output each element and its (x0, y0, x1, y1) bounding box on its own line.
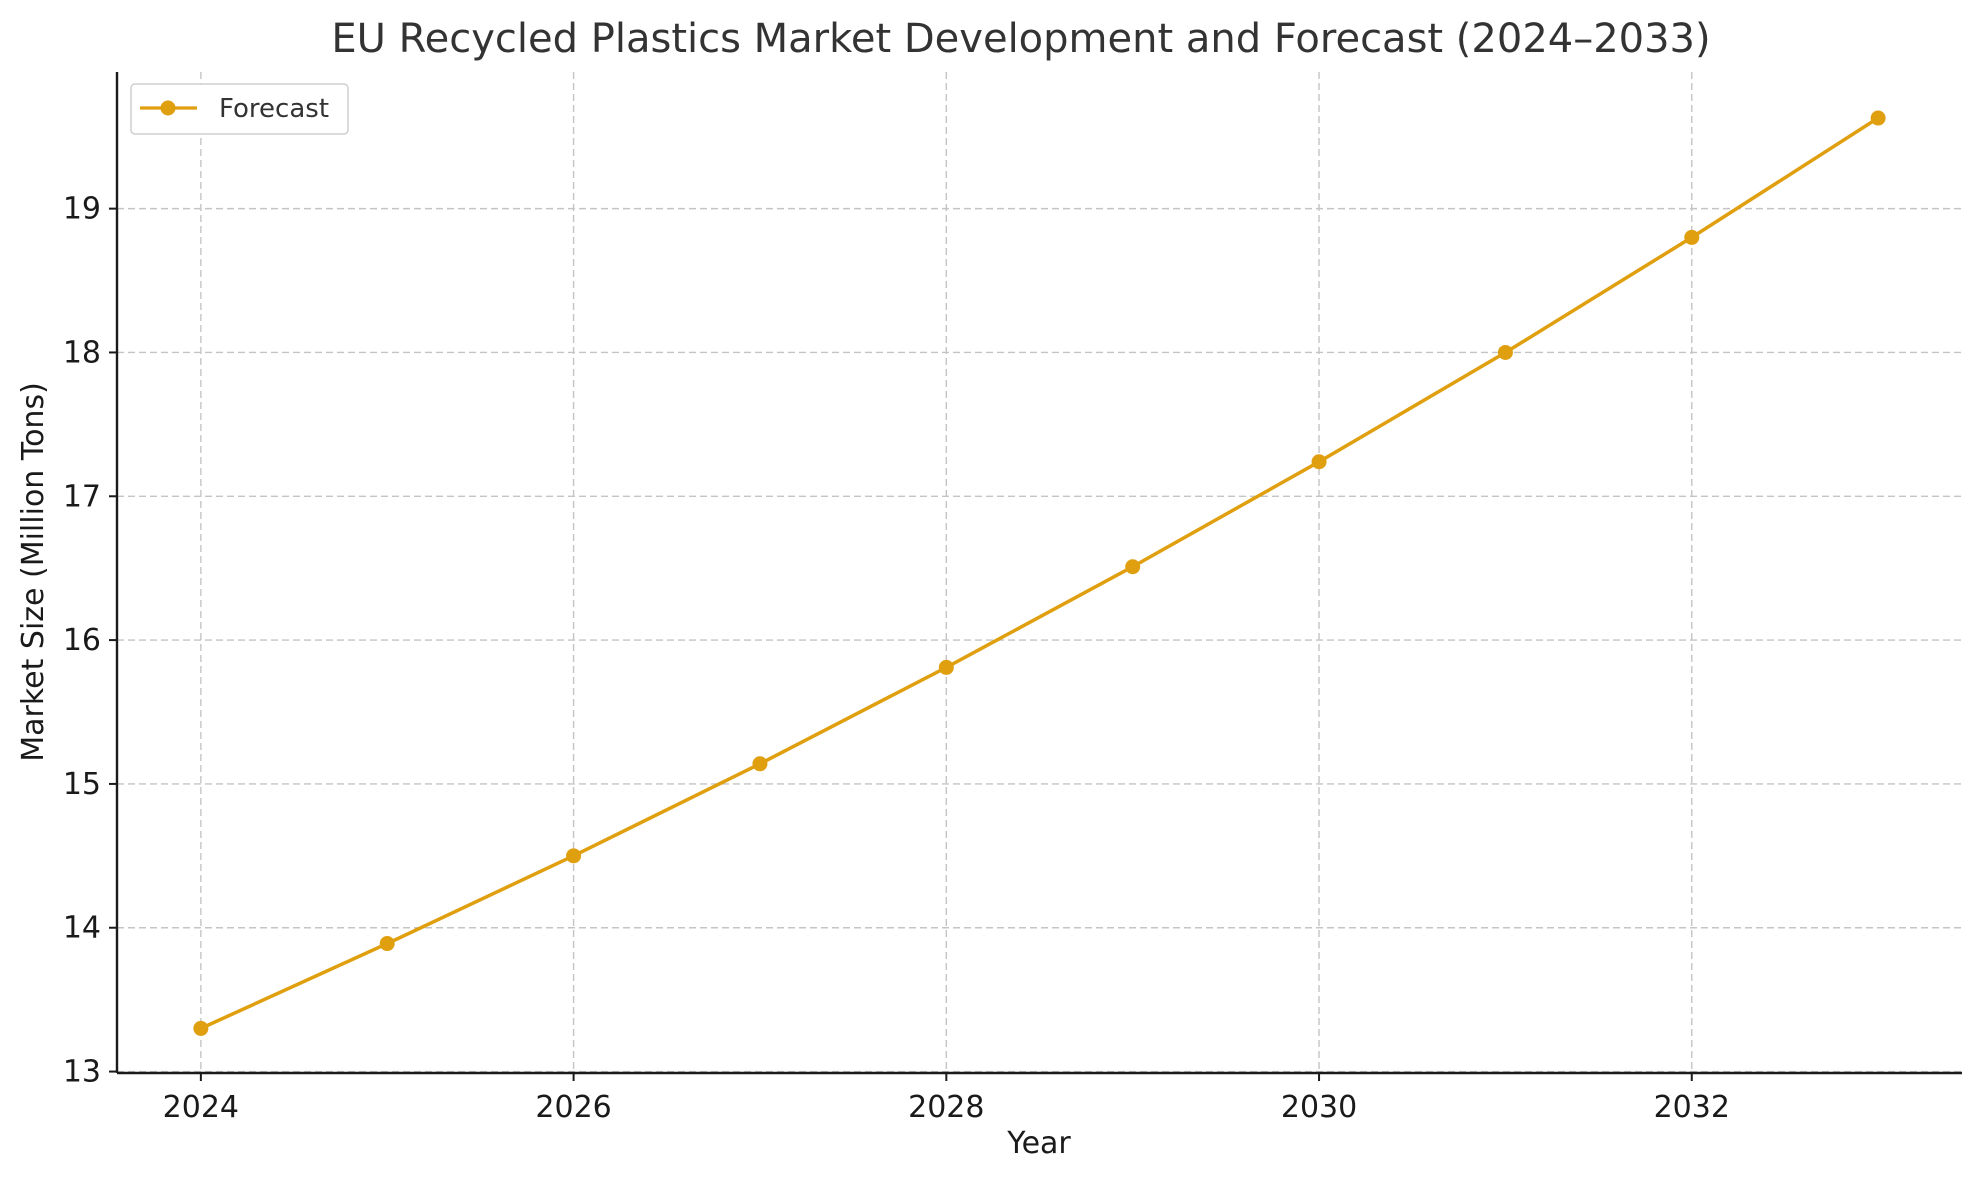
y-tick-label: 17 (63, 479, 101, 514)
data-point (938, 659, 954, 675)
data-point (1125, 559, 1141, 575)
data-point (1497, 344, 1513, 360)
data-point (752, 756, 768, 772)
x-tick-label: 2026 (535, 1090, 611, 1125)
y-tick-label: 15 (63, 767, 101, 802)
data-point (566, 848, 582, 864)
y-tick-label: 18 (63, 335, 101, 370)
x-tick-label: 2032 (1654, 1090, 1730, 1125)
y-tick-label: 16 (63, 623, 101, 658)
data-point (1311, 454, 1327, 470)
y-axis-label: Market Size (Million Tons) (16, 382, 51, 762)
y-tick-label: 14 (63, 911, 101, 946)
legend: Forecast (130, 83, 349, 135)
legend-entry-forecast: Forecast (219, 94, 329, 124)
y-tick-label: 19 (63, 192, 101, 227)
grid-lines (117, 72, 1962, 1073)
axes (115, 72, 1962, 1075)
x-tick-label: 2028 (908, 1090, 984, 1125)
chart-title: EU Recycled Plastics Market Development … (331, 16, 1710, 62)
data-point (1684, 229, 1700, 245)
x-tick-label: 2024 (163, 1090, 239, 1125)
x-axis-label: Year (1006, 1126, 1071, 1161)
x-tick-label: 2030 (1281, 1090, 1357, 1125)
data-point (1870, 110, 1886, 126)
data-point (379, 936, 395, 952)
tick-labels: 2024 2026 2028 2030 2032 13 14 15 16 17 18 19 (63, 192, 1730, 1125)
legend-box (130, 83, 349, 135)
legend-marker-swatch (160, 100, 176, 116)
series-layer (193, 110, 1886, 1036)
series-line-forecast (200, 116, 1880, 1030)
y-tick-label: 13 (63, 1055, 101, 1090)
data-point (193, 1020, 209, 1036)
